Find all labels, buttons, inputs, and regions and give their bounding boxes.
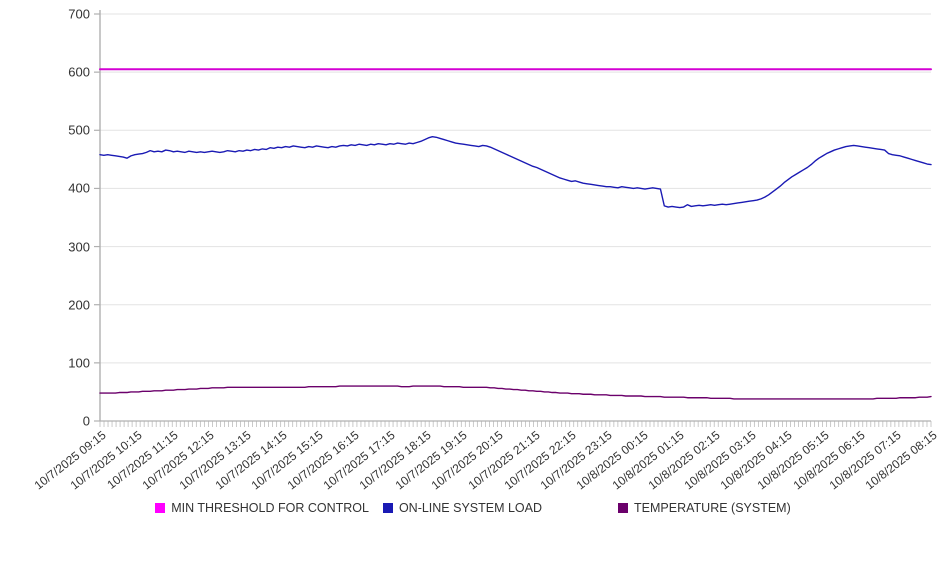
axis-lines bbox=[94, 10, 931, 422]
y-axis-tick-label: 400 bbox=[68, 180, 90, 196]
legend-item-on-line-system-load[interactable]: ON-LINE SYSTEM LOAD bbox=[382, 501, 543, 515]
series-paths-group bbox=[99, 68, 932, 400]
series-line-temperature-system bbox=[99, 385, 932, 400]
legend-item-min-threshold-for-control[interactable]: MIN THRESHOLD FOR CONTROL bbox=[155, 501, 369, 515]
legend-color-swatch bbox=[155, 503, 166, 513]
y-axis-tick-label: 100 bbox=[68, 355, 90, 371]
y-axis-tick-label: 300 bbox=[68, 239, 90, 255]
y-axis-tick-label: 0 bbox=[82, 413, 90, 429]
gridlines-group bbox=[100, 13, 931, 422]
y-axis-tick-label: 500 bbox=[68, 122, 90, 138]
legend-label: ON-LINE SYSTEM LOAD bbox=[398, 501, 543, 515]
series-line-on-line-system-load bbox=[99, 135, 932, 209]
y-axis-tick-label: 700 bbox=[68, 6, 90, 22]
chart-plot-area bbox=[94, 10, 932, 427]
legend-item-temperature-system[interactable]: TEMPERATURE (SYSTEM) bbox=[618, 501, 791, 515]
legend-label: TEMPERATURE (SYSTEM) bbox=[634, 501, 791, 515]
y-axis-tick-label: 600 bbox=[68, 64, 90, 80]
y-axis-tick-label: 200 bbox=[68, 297, 90, 313]
legend-color-swatch bbox=[618, 503, 629, 513]
chart-container: 700 600 500 400 300 200 100 0 10/7/2025 09:15 10… bbox=[0, 6, 946, 518]
x-axis-minor-ticks bbox=[99, 421, 932, 427]
legend-label: MIN THRESHOLD FOR CONTROL bbox=[171, 501, 369, 515]
legend-color-swatch bbox=[382, 503, 393, 513]
chart-legend: MIN THRESHOLD FOR CONTROL ON-LINE SYSTEM … bbox=[0, 498, 946, 518]
